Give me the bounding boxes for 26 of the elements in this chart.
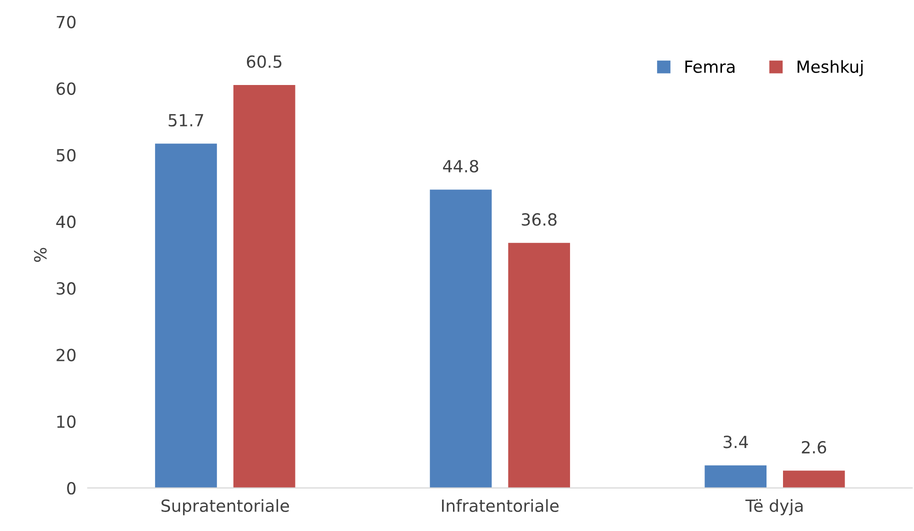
x-tick-label: Infratentoriale — [442, 499, 559, 512]
y-tick-label: 70 — [56, 16, 76, 28]
bar — [430, 190, 492, 488]
bar — [508, 242, 570, 488]
y-axis-title: % — [34, 248, 47, 262]
bar — [233, 85, 296, 488]
bar — [704, 465, 767, 488]
bar — [783, 470, 845, 488]
legend-label: Femra — [685, 60, 734, 73]
y-tick-label: 0 — [67, 482, 76, 495]
y-tick-label: 30 — [56, 282, 76, 295]
x-tick-label: Të dyja — [745, 499, 803, 516]
y-tick-label: 10 — [57, 415, 76, 428]
legend-label: Meshkuj — [798, 60, 863, 76]
y-tick-label: 40 — [56, 216, 76, 228]
data-label: 3.4 — [724, 436, 748, 448]
data-label: 44.8 — [443, 160, 478, 172]
data-label: 36.8 — [522, 213, 557, 226]
bar — [155, 144, 217, 488]
y-tick-label: 60 — [56, 82, 76, 95]
data-label: 51.7 — [168, 114, 204, 127]
data-label: 2.6 — [802, 440, 826, 454]
x-tick-label: Supratentoriale — [162, 499, 289, 516]
data-label: 60.5 — [246, 55, 282, 68]
y-tick-label: 20 — [56, 348, 76, 362]
y-tick-label: 50 — [56, 148, 76, 162]
